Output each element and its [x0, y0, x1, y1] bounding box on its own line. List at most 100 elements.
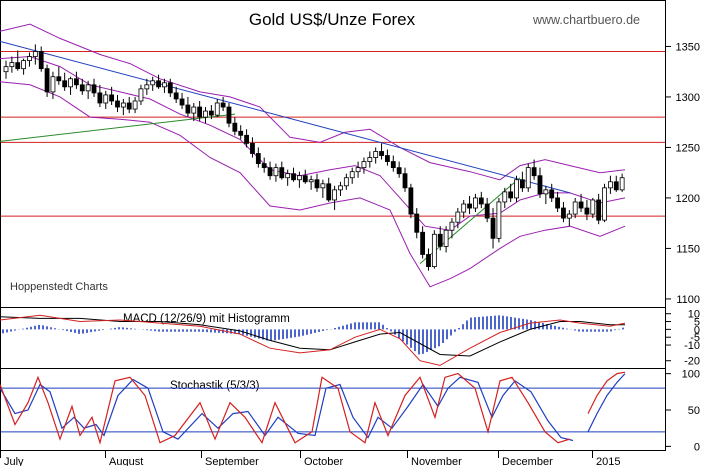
candle-body: [197, 106, 203, 118]
bollinger-lower-line: [0, 81, 626, 288]
candle: [566, 210, 572, 227]
macd-tick-label: -10: [684, 340, 700, 352]
candle: [132, 96, 138, 114]
candle-body: [296, 175, 302, 181]
candle-body: [590, 199, 596, 215]
candle-body: [596, 199, 602, 221]
stoch-tick-label: 50: [688, 405, 700, 417]
candle: [203, 107, 208, 124]
candle-body: [449, 221, 455, 231]
candle: [85, 80, 91, 99]
candle: [461, 199, 467, 219]
candle: [490, 208, 496, 249]
x-tick-label: December: [502, 456, 553, 466]
candle-body: [508, 191, 514, 199]
price-tick-label: 1150: [676, 243, 700, 255]
candle-body: [431, 233, 437, 268]
axis-layer: 1350130012501200115011001050-5-10-201005…: [0, 41, 700, 466]
candle: [173, 86, 179, 103]
candle: [607, 175, 613, 194]
candle: [478, 191, 484, 209]
candle: [261, 157, 267, 173]
candle-body: [3, 66, 9, 73]
candle-body: [44, 68, 50, 93]
price-layer: [0, 23, 665, 288]
candle-body: [250, 142, 255, 154]
macd-label: MACD (12/26/9) mit Histogramm: [123, 313, 290, 325]
candle-body: [179, 98, 185, 106]
candle-body: [62, 80, 68, 88]
candle-body: [343, 177, 349, 187]
candle-body: [385, 155, 390, 162]
candle-body: [484, 203, 490, 219]
candle-body: [607, 181, 613, 189]
candle-body: [613, 181, 619, 191]
candle-body: [132, 100, 138, 110]
candle-body: [238, 130, 244, 136]
candle-body: [443, 229, 449, 247]
candle-body: [320, 183, 326, 189]
macd-tick-label: -20: [684, 356, 700, 368]
candle: [320, 179, 326, 198]
candle-body: [332, 189, 338, 201]
candle: [255, 147, 261, 168]
candle: [549, 183, 555, 202]
candle: [443, 226, 449, 253]
candle-body: [338, 185, 343, 191]
candle: [285, 169, 291, 186]
candle: [473, 193, 478, 213]
candle-body: [244, 134, 249, 144]
candle-body: [115, 100, 120, 108]
candle: [355, 161, 361, 178]
chart-title: Gold US$/Unze Forex: [249, 10, 416, 29]
candle: [561, 201, 566, 223]
candle-body: [361, 161, 367, 169]
candle-body: [85, 84, 91, 92]
candle-body: [91, 84, 97, 94]
candle-body: [314, 179, 320, 189]
stoch-label: Stochastik (5/3/3): [170, 380, 260, 392]
price-tick-label: 1250: [676, 142, 700, 154]
candle: [27, 52, 32, 67]
candle: [326, 177, 332, 202]
candle: [50, 71, 56, 99]
candle: [267, 161, 273, 180]
candle: [525, 163, 531, 192]
candle: [572, 197, 578, 219]
candle-body: [420, 231, 426, 255]
candle: [103, 90, 109, 110]
candle-body: [32, 51, 38, 57]
candle-body: [120, 102, 126, 108]
candle: [578, 193, 584, 213]
candle-body: [478, 197, 484, 205]
macd-layer: [0, 314, 626, 366]
candle-body: [519, 179, 525, 189]
candle-body: [555, 197, 560, 209]
candle: [343, 173, 349, 190]
candle: [349, 167, 355, 184]
chart-source: www.chartbuero.de: [532, 13, 640, 27]
stoch-k-line: [0, 372, 571, 445]
price-tick-label: 1350: [676, 41, 700, 53]
candle: [156, 74, 161, 89]
candle-body: [537, 175, 543, 195]
candle-body: [326, 183, 332, 201]
candle-body: [408, 187, 414, 215]
candle: [367, 151, 373, 168]
candle-body: [584, 207, 590, 215]
candle: [238, 125, 244, 140]
candle: [191, 103, 197, 122]
candle-body: [566, 213, 572, 219]
candle: [167, 78, 173, 97]
macd-tick-label: -5: [690, 332, 700, 344]
x-tick-label: July: [4, 456, 24, 466]
candle-body: [232, 122, 238, 132]
candle-body: [68, 78, 73, 88]
candle: [308, 175, 314, 190]
candle-body: [437, 233, 443, 247]
stoch-k-line: [587, 371, 626, 414]
candle-body: [602, 187, 607, 221]
candle: [185, 96, 191, 118]
candle: [126, 96, 132, 114]
candle: [543, 185, 549, 204]
